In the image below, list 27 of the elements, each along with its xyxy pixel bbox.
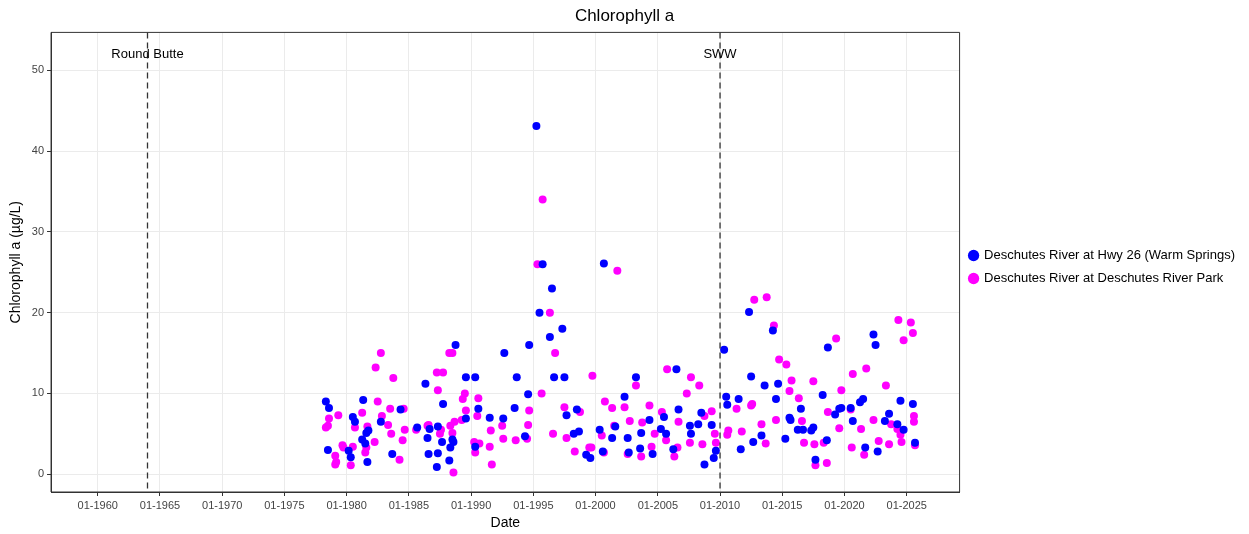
y-tick-label: 0 bbox=[37, 467, 45, 480]
x-axis-title: Date bbox=[490, 514, 521, 531]
x-tick-label: 01-1995 bbox=[513, 498, 554, 511]
x-tick-label: 01-2015 bbox=[762, 498, 803, 511]
x-tick-label: 01-2005 bbox=[637, 498, 678, 511]
x-tick-label: 01-1960 bbox=[77, 498, 118, 511]
y-tick-label: 30 bbox=[31, 224, 45, 237]
y-axis-title: Chlorophyll a (µg/L) bbox=[7, 200, 24, 324]
x-tick-label: 01-2020 bbox=[824, 498, 865, 511]
y-tick-label: 10 bbox=[31, 386, 45, 399]
x-tick-label: 01-1970 bbox=[202, 498, 243, 511]
ref-line-label: SWW bbox=[703, 45, 738, 61]
x-tick-label: 01-2025 bbox=[886, 498, 927, 511]
ref-line-label: Round Butte bbox=[111, 45, 184, 61]
y-tick-label: 20 bbox=[31, 305, 45, 318]
x-tick-label: 01-1980 bbox=[326, 498, 367, 511]
x-tick-label: 01-1990 bbox=[450, 498, 492, 511]
x-tick-label: 01-1985 bbox=[388, 498, 430, 511]
legend-label: Deschutes River at Hwy 26 (Warm Springs) bbox=[984, 247, 1236, 263]
y-tick-label: 40 bbox=[31, 144, 45, 157]
x-tick-label: 01-2000 bbox=[575, 498, 616, 511]
x-tick-label: 01-2010 bbox=[699, 498, 741, 511]
legend-label: Deschutes River at Deschutes River Park bbox=[984, 270, 1224, 286]
x-tick-label: 01-1975 bbox=[264, 498, 305, 511]
chart-title: Chlorophyll a bbox=[574, 5, 675, 25]
x-tick-label: 01-1965 bbox=[139, 498, 181, 511]
y-tick-label: 50 bbox=[31, 63, 45, 76]
